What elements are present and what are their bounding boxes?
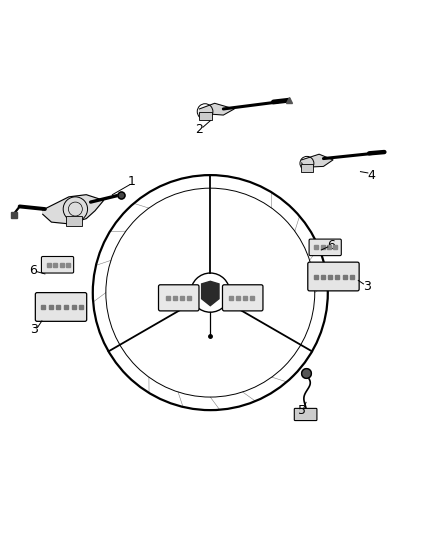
FancyBboxPatch shape bbox=[66, 216, 82, 225]
FancyBboxPatch shape bbox=[35, 293, 87, 321]
FancyBboxPatch shape bbox=[199, 112, 212, 120]
Text: 3: 3 bbox=[30, 323, 38, 336]
Polygon shape bbox=[201, 281, 219, 305]
FancyBboxPatch shape bbox=[309, 239, 341, 256]
Text: 3: 3 bbox=[363, 280, 371, 293]
Text: 2: 2 bbox=[195, 123, 203, 136]
Polygon shape bbox=[199, 103, 234, 115]
FancyBboxPatch shape bbox=[223, 285, 263, 311]
FancyBboxPatch shape bbox=[294, 408, 317, 421]
FancyBboxPatch shape bbox=[308, 262, 359, 291]
FancyBboxPatch shape bbox=[301, 164, 313, 172]
FancyBboxPatch shape bbox=[159, 285, 199, 311]
Text: 6: 6 bbox=[29, 264, 37, 277]
Text: 4: 4 bbox=[367, 168, 375, 182]
Text: 1: 1 bbox=[128, 175, 136, 188]
Polygon shape bbox=[43, 195, 104, 224]
Polygon shape bbox=[302, 154, 333, 167]
Text: 5: 5 bbox=[298, 403, 306, 417]
FancyBboxPatch shape bbox=[42, 256, 74, 273]
Text: 6: 6 bbox=[327, 239, 335, 252]
